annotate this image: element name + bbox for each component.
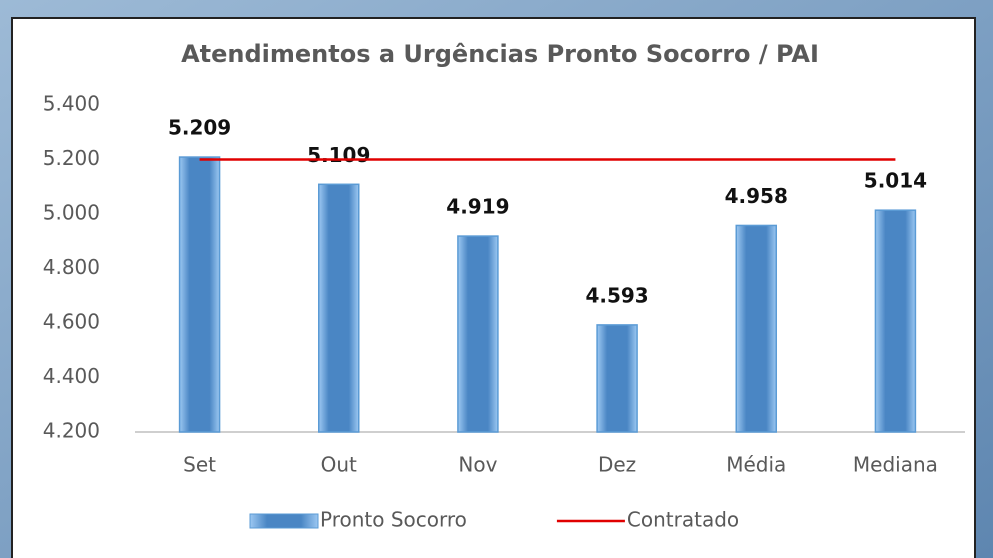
legend-swatch [249, 513, 319, 529]
bar [874, 209, 917, 433]
bar [178, 156, 221, 433]
x-tick-label: Nov [458, 453, 497, 477]
y-tick-label: 4.400 [43, 364, 100, 388]
bar [457, 235, 499, 433]
value-label: 4.958 [725, 184, 788, 208]
y-tick-label: 5.400 [43, 92, 100, 116]
y-tick-label: 4.600 [43, 310, 100, 334]
legend-label: Pronto Socorro [320, 508, 467, 532]
value-label: 4.593 [585, 283, 648, 307]
y-tick-label: 4.200 [43, 419, 100, 443]
x-tick-label: Mediana [853, 453, 938, 477]
x-tick-label: Set [183, 453, 216, 477]
value-label: 5.109 [307, 143, 370, 167]
x-tick-label: Média [726, 453, 786, 477]
legend-label: Contratado [627, 508, 739, 532]
bar [596, 324, 638, 433]
y-tick-label: 5.200 [43, 146, 100, 170]
bar [318, 183, 360, 433]
value-label: 5.209 [168, 116, 231, 140]
bar [735, 224, 777, 433]
chart-title: Atendimentos a Urgências Pronto Socorro … [181, 40, 819, 68]
x-tick-label: Dez [598, 453, 636, 477]
value-label: 4.919 [446, 195, 509, 219]
y-tick-label: 5.000 [43, 201, 100, 225]
x-tick-label: Out [321, 453, 357, 477]
y-tick-label: 4.800 [43, 255, 100, 279]
value-label: 5.014 [864, 169, 927, 193]
